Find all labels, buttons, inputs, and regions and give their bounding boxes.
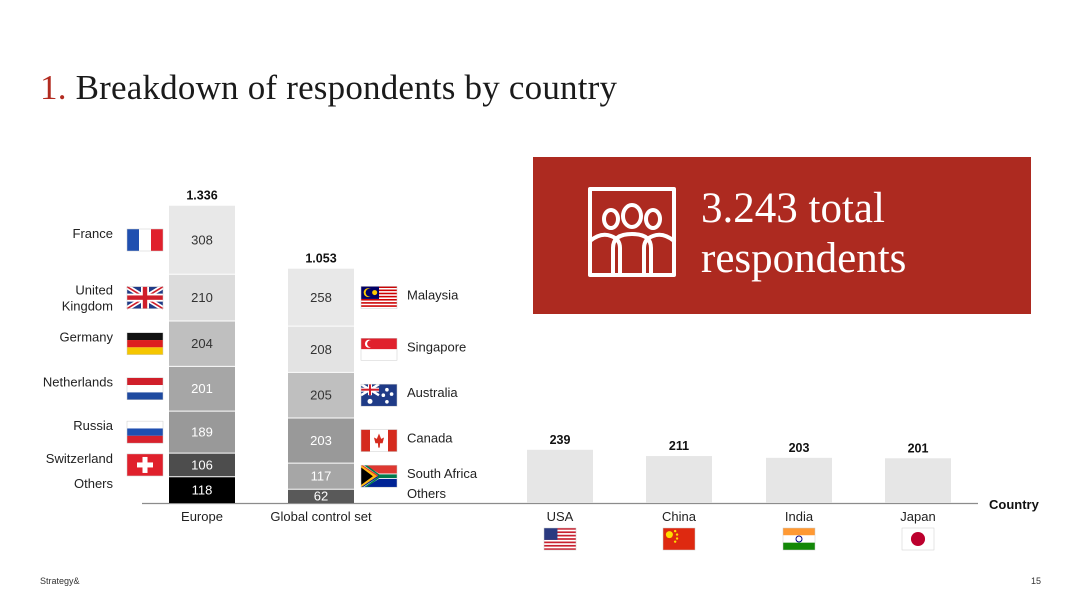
data-label-global-control-set-malaysia: 258 [310,290,332,305]
segment-name-france: France [73,226,113,241]
south-africa-flag-icon [360,464,398,488]
segment-name-russia: Russia [73,418,114,433]
bar-segment-europe-netherlands [169,366,235,412]
category-label-china: China [662,509,697,524]
segment-name-united-kingdom: United [75,283,113,298]
germany-flag-icon [126,332,164,355]
total-respondents-callout: 3.243 total respondents [533,157,1031,314]
footer-brand: Strategy& [40,576,80,586]
malaysia-flag-icon [360,286,398,309]
australia-flag-icon [360,383,398,407]
data-label-global-control-set-singapore: 208 [310,342,332,357]
canada-flag-icon [360,429,398,452]
data-label-global-control-set-canada: 203 [310,433,332,448]
category-label-global-control-set: Global control set [270,509,372,524]
japan-flag-icon [901,527,935,551]
total-label-global-control-set: 1.053 [305,252,336,266]
x-axis-title: Country [989,497,1040,512]
netherlands-flag-icon [126,377,164,400]
value-label-japan: 201 [908,441,929,455]
bar-segment-europe-others [169,476,235,503]
page-title: 1. Breakdown of respondents by country [40,68,617,108]
segment-name-united-kingdom-2: Kingdom [62,299,113,314]
bar-segment-europe-switzerland [169,453,235,477]
bar-usa [527,449,593,503]
uk-flag-icon [125,284,165,311]
segment-name-germany: Germany [60,330,114,345]
data-label-global-control-set-south-africa: 117 [311,469,332,484]
page-number: 15 [1031,576,1042,586]
bar-china [646,456,712,503]
value-label-india: 203 [789,441,810,455]
total-respondents-text: 3.243 total respondents [701,184,1021,284]
data-label-europe-germany: 204 [191,336,213,351]
bar-segment-global-control-set-others [288,489,354,503]
bar-segment-global-control-set-canada [288,418,354,464]
bar-india [766,457,832,503]
bar-segment-europe-germany [169,320,235,367]
segment-name-canada: Canada [407,431,453,446]
data-label-global-control-set-australia: 205 [310,388,332,403]
bar-segment-global-control-set-south-africa [288,463,354,490]
swiss-flag-icon [126,453,164,477]
title-number: 1. [40,68,67,107]
category-label-india: India [785,509,814,524]
data-label-europe-france: 308 [191,233,213,248]
segment-name-others: Others [407,486,447,501]
category-label-japan: Japan [900,509,935,524]
category-label-europe: Europe [181,509,223,524]
value-label-usa: 239 [550,433,571,447]
data-label-europe-others: 118 [192,482,213,497]
segment-name-netherlands: Netherlands [43,375,114,390]
france-flag-icon [126,228,164,252]
bar-segment-global-control-set-singapore [288,326,354,373]
data-label-europe-russia: 189 [191,425,213,440]
segment-name-australia: Australia [407,385,458,400]
bar-segment-europe-united-kingdom [169,274,235,321]
data-label-europe-switzerland: 106 [191,457,213,472]
data-label-europe-netherlands: 201 [191,381,213,396]
people-icon [588,187,676,277]
segment-name-singapore: Singapore [407,339,466,354]
bar-segment-europe-russia [169,411,235,454]
china-flag-icon [662,527,696,551]
data-label-europe-united-kingdom: 210 [191,290,213,305]
segment-name-others: Others [74,476,114,491]
russia-flag-icon [126,420,164,444]
usa-flag-icon [543,527,577,551]
callout-line2: respondents [701,235,907,282]
bar-segment-global-control-set-malaysia [288,268,354,327]
title-text: Breakdown of respondents by country [75,68,618,107]
bar-japan [885,458,951,503]
category-label-usa: USA [547,509,574,524]
segment-name-malaysia: Malaysia [407,287,459,302]
bar-segment-global-control-set-australia [288,372,354,419]
total-label-europe: 1.336 [186,189,217,203]
segment-name-south-africa: South Africa [407,466,478,481]
data-label-global-control-set-others: 62 [314,489,328,504]
india-flag-icon [782,527,816,551]
value-label-china: 211 [669,439,689,453]
bar-segment-europe-france [169,205,235,275]
callout-line1: 3.243 total [701,185,885,232]
segment-name-switzerland: Switzerland [46,451,113,466]
singapore-flag-icon [360,338,398,361]
